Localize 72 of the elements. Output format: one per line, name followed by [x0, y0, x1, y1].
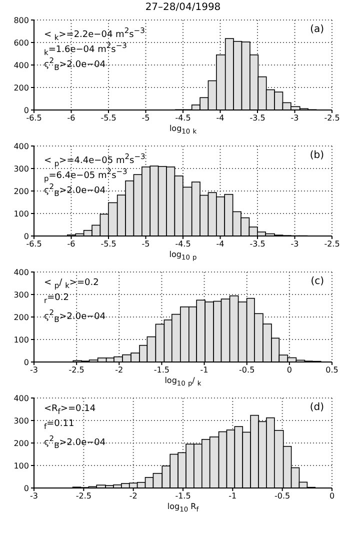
y-tick-label: 0 [24, 232, 29, 241]
x-tick-label: -1.5 [175, 492, 191, 501]
x-tick-label: -4.5 [175, 114, 191, 123]
x-tick-label: -4 [216, 240, 224, 249]
annotation: < $_{k}$>=2.2e−04 m$^{2}$s$^{−3}$ [44, 26, 145, 42]
annotation: ς$^{2}$$_{B}$>2.0e−04 [44, 308, 106, 324]
annotation: < $_{p}$/ $_{k}$>=0.2 [44, 278, 99, 290]
y-tick-label: 300 [14, 290, 29, 300]
x-tick-label: -3 [30, 492, 38, 501]
y-tick-label: 0 [24, 358, 29, 367]
x-tick-label: -6 [67, 240, 76, 249]
x-tick-label: 0 [286, 366, 292, 375]
annotation: (d) [310, 402, 324, 413]
x-tick-label: -6.5 [26, 240, 42, 249]
x-tick-label: -3 [30, 366, 38, 375]
annotation: ς$^{2}$$_{B}$>2.0e−04 [44, 182, 106, 198]
annotation: < $_{p}$>=4.4e−05 m$^{2}$s$^{−3}$ [44, 152, 146, 168]
y-tick-label: 200 [14, 312, 29, 322]
x-tick-label: -2 [115, 366, 124, 375]
x-tick-label: -4 [216, 114, 224, 123]
annotation: (c) [310, 276, 324, 287]
x-tick-label: -2 [129, 492, 138, 501]
y-tick-label: 200 [14, 438, 29, 448]
annotation: <R$_{f}$>=0.14 [44, 404, 96, 416]
x-tick-label: -1.5 [154, 366, 170, 375]
x-tick-label: -5.5 [100, 114, 116, 123]
x-tick-label: -5 [142, 114, 150, 123]
x-axis-title: log$_{10}$ $_{p}$/ $_{k}$ [164, 376, 202, 388]
annotation: (b) [310, 150, 324, 161]
x-tick-label: -1 [200, 366, 208, 375]
annotation: ς$^{2}$$_{B}$>2.0e−04 [44, 434, 106, 450]
y-tick-label: 300 [14, 164, 29, 174]
x-tick-label: -6 [67, 114, 76, 123]
x-tick-label: -2.5 [324, 114, 340, 123]
y-tick-label: 0 [24, 106, 29, 115]
y-tick-label: 100 [14, 461, 29, 470]
y-tick-label: 600 [14, 38, 29, 48]
annotation: ς$^{2}$$_{B}$>2.0e−04 [44, 56, 106, 72]
x-tick-label: -3 [290, 114, 299, 123]
x-tick-label: -3.5 [250, 114, 266, 123]
x-tick-label: -0.5 [274, 492, 290, 501]
x-tick-label: -3 [290, 240, 299, 249]
x-tick-label: -5.5 [100, 240, 116, 249]
x-tick-label: -2.5 [76, 492, 92, 501]
annotation: $_{r}$=0.2 [44, 293, 69, 305]
x-tick-label: -6.5 [26, 114, 42, 123]
y-tick-label: 200 [14, 83, 29, 92]
y-tick-label: 400 [14, 60, 29, 70]
x-tick-label: 0.5 [326, 366, 338, 375]
annotation: $_{p}$=6.4e−05 m$^{2}$s$^{−3}$ [44, 167, 128, 183]
y-tick-label: 200 [14, 186, 29, 196]
y-tick-label: 0 [24, 484, 29, 493]
y-tick-label: 100 [14, 335, 29, 344]
chart-title: 27–28/04/1998 [144, 2, 222, 15]
x-tick-label: -1 [228, 492, 237, 501]
annotation: (a) [310, 24, 324, 35]
y-tick-label: 400 [14, 394, 29, 403]
y-tick-label: 400 [14, 142, 29, 151]
x-tick-label: 0 [329, 492, 335, 501]
x-tick-label: -0.5 [239, 366, 255, 375]
x-tick-label: -2.5 [324, 240, 340, 249]
y-tick-label: 100 [14, 209, 29, 218]
y-tick-label: 800 [14, 16, 29, 25]
x-tick-label: -4.5 [175, 240, 191, 249]
x-tick-label: -3.5 [250, 240, 266, 249]
x-tick-label: -2.5 [68, 366, 84, 375]
annotation: $_{f}$=0.11 [44, 419, 74, 431]
annotation: $_{k}$=1.6e−04 m$^{2}$s$^{−3}$ [44, 41, 127, 57]
x-axis-title: log$_{10}$ R$_{f}$ [166, 502, 200, 514]
x-tick-label: -5 [142, 240, 150, 249]
y-tick-label: 400 [14, 268, 29, 277]
y-tick-label: 300 [14, 416, 29, 426]
